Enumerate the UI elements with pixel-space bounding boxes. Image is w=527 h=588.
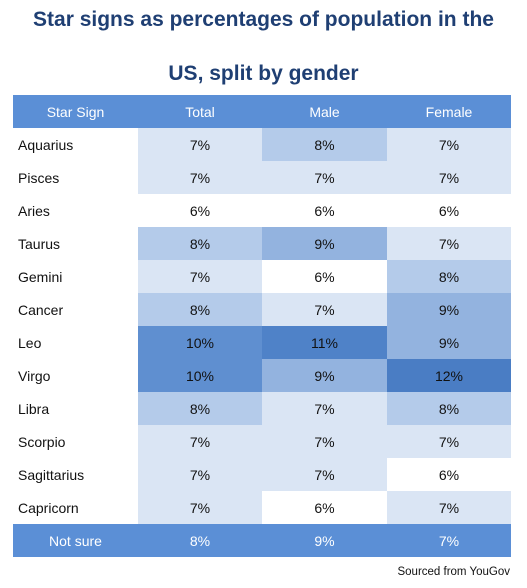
footer-cell-total: 8% — [138, 524, 262, 557]
cell-total: 8% — [138, 227, 262, 260]
table-row: Taurus 8% 9% 7% — [13, 227, 511, 260]
cell-male: 6% — [262, 491, 387, 524]
cell-total: 7% — [138, 458, 262, 491]
cell-female: 6% — [387, 458, 511, 491]
chart-title-line-1: Star signs as percentages of population … — [33, 8, 494, 31]
cell-total: 8% — [138, 392, 262, 425]
cell-male: 6% — [262, 260, 387, 293]
table-footer-row: Not sure 8% 9% 7% — [13, 524, 511, 557]
table-row: Scorpio 7% 7% 7% — [13, 425, 511, 458]
table-row: Leo 10% 11% 9% — [13, 326, 511, 359]
cell-female: 7% — [387, 425, 511, 458]
table-row: Capricorn 7% 6% 7% — [13, 491, 511, 524]
column-header-female: Female — [387, 95, 511, 128]
table-row: Pisces 7% 7% 7% — [13, 161, 511, 194]
cell-female: 6% — [387, 194, 511, 227]
star-sign-label: Gemini — [13, 260, 138, 293]
table-header-row: Star Sign Total Male Female — [13, 95, 511, 128]
star-sign-label: Capricorn — [13, 491, 138, 524]
column-header-male: Male — [262, 95, 387, 128]
table-row: Virgo 10% 9% 12% — [13, 359, 511, 392]
cell-male: 9% — [262, 359, 387, 392]
cell-male: 7% — [262, 458, 387, 491]
star-sign-table: Star Sign Total Male Female Aquarius 7% 8%… — [13, 95, 511, 557]
table-row: Sagittarius 7% 7% 6% — [13, 458, 511, 491]
cell-male: 7% — [262, 293, 387, 326]
cell-total: 7% — [138, 260, 262, 293]
star-sign-label: Libra — [13, 392, 138, 425]
star-sign-label: Scorpio — [13, 425, 138, 458]
cell-female: 12% — [387, 359, 511, 392]
cell-male: 8% — [262, 128, 387, 161]
cell-total: 7% — [138, 425, 262, 458]
cell-female: 9% — [387, 326, 511, 359]
table-row: Cancer 8% 7% 9% — [13, 293, 511, 326]
star-sign-label: Taurus — [13, 227, 138, 260]
star-sign-label: Pisces — [13, 161, 138, 194]
cell-female: 8% — [387, 392, 511, 425]
cell-total: 6% — [138, 194, 262, 227]
table-row: Libra 8% 7% 8% — [13, 392, 511, 425]
chart-title-line-2: US, split by gender — [168, 62, 359, 85]
star-sign-label: Virgo — [13, 359, 138, 392]
star-sign-label: Aquarius — [13, 128, 138, 161]
star-sign-label: Aries — [13, 194, 138, 227]
cell-female: 7% — [387, 161, 511, 194]
table-row: Aquarius 7% 8% 7% — [13, 128, 511, 161]
cell-female: 9% — [387, 293, 511, 326]
star-sign-label: Cancer — [13, 293, 138, 326]
cell-total: 7% — [138, 161, 262, 194]
source-note: Sourced from YouGov — [397, 566, 510, 578]
cell-total: 10% — [138, 326, 262, 359]
cell-male: 7% — [262, 161, 387, 194]
column-header-total: Total — [138, 95, 262, 128]
cell-male: 7% — [262, 392, 387, 425]
cell-male: 9% — [262, 227, 387, 260]
table-row: Gemini 7% 6% 8% — [13, 260, 511, 293]
star-sign-label: Leo — [13, 326, 138, 359]
cell-male: 11% — [262, 326, 387, 359]
footer-cell-male: 9% — [262, 524, 387, 557]
cell-female: 7% — [387, 491, 511, 524]
table-body: Aquarius 7% 8% 7% Pisces 7% 7% 7% Aries 6% 6% 6% Tau… — [13, 128, 511, 557]
cell-female: 7% — [387, 227, 511, 260]
cell-female: 7% — [387, 128, 511, 161]
cell-male: 6% — [262, 194, 387, 227]
cell-total: 8% — [138, 293, 262, 326]
footer-label: Not sure — [13, 524, 138, 557]
column-header-star-sign: Star Sign — [13, 95, 138, 128]
star-sign-label: Sagittarius — [13, 458, 138, 491]
cell-total: 10% — [138, 359, 262, 392]
cell-male: 7% — [262, 425, 387, 458]
cell-total: 7% — [138, 491, 262, 524]
footer-cell-female: 7% — [387, 524, 511, 557]
cell-total: 7% — [138, 128, 262, 161]
table-row: Aries 6% 6% 6% — [13, 194, 511, 227]
cell-female: 8% — [387, 260, 511, 293]
